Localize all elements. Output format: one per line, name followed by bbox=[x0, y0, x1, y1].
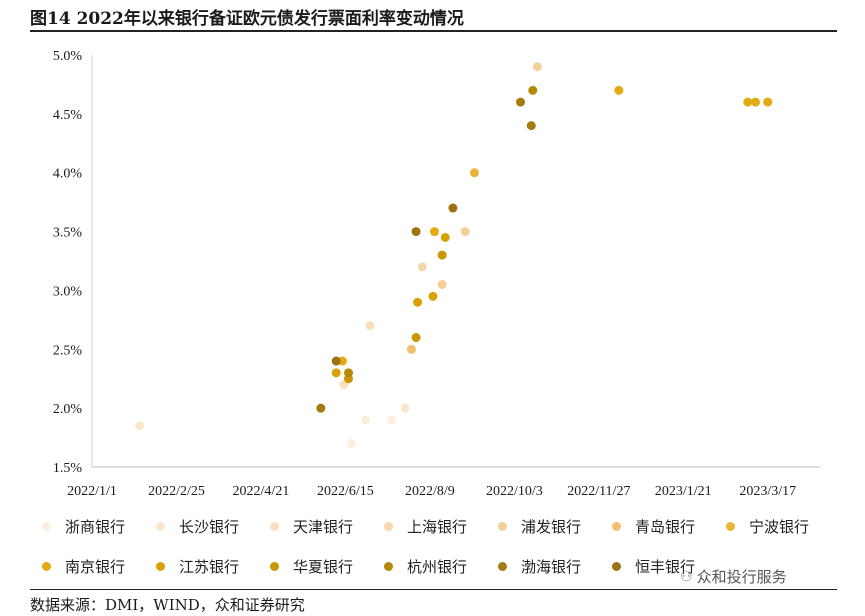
legend-marker bbox=[42, 561, 51, 571]
legend-marker bbox=[270, 561, 279, 571]
top-rule bbox=[30, 30, 837, 32]
y-tick-label: 3.0% bbox=[53, 284, 83, 299]
legend-marker bbox=[612, 561, 621, 571]
data-point bbox=[437, 280, 447, 290]
legend-label: 浦发银行 bbox=[521, 517, 582, 536]
legend-label: 长沙银行 bbox=[179, 517, 240, 536]
x-tick-label: 2022/2/25 bbox=[148, 484, 205, 499]
legend-item: 长沙银行 bbox=[156, 506, 270, 546]
legend-marker bbox=[42, 521, 51, 531]
data-point bbox=[743, 97, 753, 107]
data-point bbox=[360, 415, 370, 425]
y-tick-label: 1.5% bbox=[53, 461, 83, 476]
data-point bbox=[347, 438, 357, 448]
y-tick-label: 4.5% bbox=[53, 108, 83, 123]
legend-label: 南京银行 bbox=[65, 557, 126, 576]
legend: 浙商银行 长沙银行 天津银行 上海银行 浦发银行 青岛银行 宁波银行南京银行 江苏银行 华夏银行… bbox=[42, 506, 842, 586]
y-tick-label: 2.5% bbox=[53, 343, 83, 358]
x-tick-label: 2022/6/15 bbox=[317, 484, 374, 499]
data-point bbox=[460, 227, 470, 237]
data-point bbox=[343, 368, 353, 378]
data-point bbox=[411, 227, 421, 237]
data-point bbox=[763, 97, 773, 107]
x-tick-label: 2022/11/27 bbox=[567, 484, 630, 499]
legend-item: 南京银行 bbox=[42, 546, 156, 586]
legend-item: 江苏银行 bbox=[156, 546, 270, 586]
legend-item: 青岛银行 bbox=[612, 506, 726, 546]
data-point bbox=[365, 321, 375, 331]
legend-marker bbox=[612, 521, 621, 531]
data-point bbox=[750, 97, 760, 107]
legend-item: 恒丰银行 bbox=[612, 546, 726, 586]
data-point bbox=[469, 168, 479, 178]
watermark: ⚇ 众和投行服务 bbox=[680, 566, 787, 587]
legend-label: 华夏银行 bbox=[293, 557, 354, 576]
data-point bbox=[386, 415, 396, 425]
data-point bbox=[448, 203, 458, 213]
legend-label: 恒丰银行 bbox=[635, 557, 696, 576]
data-point bbox=[516, 97, 526, 107]
legend-label: 渤海银行 bbox=[521, 557, 582, 576]
data-point bbox=[532, 62, 542, 72]
legend-marker bbox=[498, 521, 507, 531]
data-point bbox=[440, 232, 450, 242]
data-point bbox=[331, 368, 341, 378]
data-point bbox=[400, 403, 410, 413]
legend-marker bbox=[156, 561, 165, 571]
y-tick-label: 5.0% bbox=[53, 49, 83, 64]
legend-label: 杭州银行 bbox=[407, 557, 468, 576]
data-point bbox=[316, 403, 326, 413]
x-tick-label: 2022/4/21 bbox=[233, 484, 290, 499]
legend-marker bbox=[270, 521, 279, 531]
data-point bbox=[429, 227, 439, 237]
legend-marker bbox=[498, 561, 507, 571]
data-point bbox=[406, 344, 416, 354]
legend-marker bbox=[726, 521, 735, 531]
legend-label: 宁波银行 bbox=[749, 517, 810, 536]
data-point bbox=[528, 85, 538, 95]
wechat-icon: ⚇ bbox=[680, 568, 693, 585]
y-tick-label: 3.5% bbox=[53, 226, 83, 241]
data-point bbox=[437, 250, 447, 260]
bottom-rule bbox=[30, 589, 837, 590]
legend-item: 宁波银行 bbox=[726, 506, 840, 546]
data-point bbox=[614, 85, 624, 95]
data-point bbox=[413, 297, 423, 307]
legend-label: 浙商银行 bbox=[65, 517, 126, 536]
legend-item: 浙商银行 bbox=[42, 506, 156, 546]
data-point bbox=[135, 421, 145, 431]
legend-marker bbox=[156, 521, 165, 531]
y-tick-label: 4.0% bbox=[53, 167, 83, 182]
data-point bbox=[331, 356, 341, 366]
data-point bbox=[411, 333, 421, 343]
legend-label: 江苏银行 bbox=[179, 557, 240, 576]
legend-label: 天津银行 bbox=[293, 517, 354, 536]
data-point bbox=[428, 291, 438, 301]
legend-item: 杭州银行 bbox=[384, 546, 498, 586]
x-tick-label: 2022/8/9 bbox=[405, 484, 455, 499]
legend-item: 渤海银行 bbox=[498, 546, 612, 586]
legend-item: 华夏银行 bbox=[270, 546, 384, 586]
x-tick-label: 2022/1/1 bbox=[67, 484, 117, 499]
legend-label: 上海银行 bbox=[407, 517, 468, 536]
x-tick-label: 2023/1/21 bbox=[655, 484, 712, 499]
source-note: 数据来源：DMI，WIND，众和证券研究 bbox=[30, 596, 305, 614]
legend-marker bbox=[384, 521, 393, 531]
scatter-chart: 1.5% 2.0% 2.5% 3.0% 3.5% 4.0% 4.5% 5.0% 2022/1/1… bbox=[53, 49, 820, 499]
legend-item: 天津银行 bbox=[270, 506, 384, 546]
y-tick-label: 2.0% bbox=[53, 402, 83, 417]
data-point bbox=[417, 262, 427, 272]
legend-item: 上海银行 bbox=[384, 506, 498, 546]
data-point bbox=[526, 121, 536, 131]
x-tick-label: 2022/10/3 bbox=[486, 484, 543, 499]
x-tick-label: 2023/3/17 bbox=[739, 484, 796, 499]
chart-title: 图14 2022年以来银行备证欧元债发行票面利率变动情况 bbox=[30, 9, 464, 29]
legend-marker bbox=[384, 561, 393, 571]
watermark-text: 众和投行服务 bbox=[696, 568, 787, 586]
legend-item: 浦发银行 bbox=[498, 506, 612, 546]
legend-label: 青岛银行 bbox=[635, 517, 696, 536]
